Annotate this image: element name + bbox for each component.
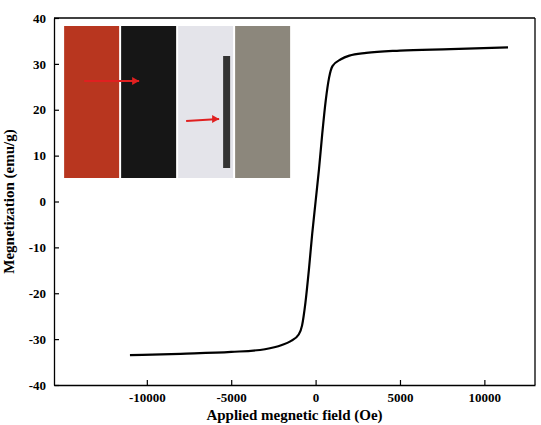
arrow-head <box>212 115 219 123</box>
tick-mark <box>315 380 316 385</box>
vial <box>121 26 176 178</box>
tick-label: 5000 <box>387 390 413 405</box>
tick-label: 40 <box>33 11 46 26</box>
tick-label: -40 <box>29 378 46 393</box>
inset-photo <box>64 26 290 178</box>
tick-label: 20 <box>33 102 46 117</box>
tick-label: -10000 <box>129 390 166 405</box>
tick-label: 10 <box>33 148 46 163</box>
tick-mark <box>54 156 59 157</box>
y-axis-title: Megnetization (emu/g) <box>1 129 18 274</box>
tick: 0 <box>313 380 320 405</box>
magnetic-particles <box>223 56 230 168</box>
tick-label: -20 <box>29 286 46 301</box>
frame-right <box>534 18 535 385</box>
x-axis-title: Applied megnetic field (Oe) <box>206 407 382 424</box>
tick-label: 10000 <box>469 390 502 405</box>
magnetization-curve <box>130 47 508 355</box>
tick: -20 <box>29 286 59 301</box>
tick: 0 <box>40 194 60 209</box>
vial <box>178 26 233 178</box>
tick: 20 <box>33 102 59 117</box>
tick-mark <box>54 385 59 386</box>
vial <box>235 26 290 178</box>
tick-mark <box>54 110 59 111</box>
tick-label: -5000 <box>217 390 247 405</box>
tick-label: 30 <box>33 57 46 72</box>
tick: -40 <box>29 378 59 393</box>
tick-mark <box>54 293 59 294</box>
tick: 10000 <box>469 380 502 405</box>
tick-label: 0 <box>40 194 47 209</box>
tick-label: 0 <box>313 390 320 405</box>
series-group <box>130 47 508 355</box>
tick-mark <box>54 201 59 202</box>
arrow-head <box>132 77 139 85</box>
tick-label: -10 <box>29 240 46 255</box>
vial <box>64 26 119 178</box>
frame-top <box>54 17 535 18</box>
tick: -5000 <box>217 380 247 405</box>
tick: 5000 <box>387 380 413 405</box>
tick: -30 <box>29 332 59 347</box>
tick: -10 <box>29 240 59 255</box>
tick-mark <box>147 380 148 385</box>
chart: -10000 -5000 0 5000 10000 -40 -30 -20 -10 0 10 20 30… <box>0 0 541 425</box>
tick-mark <box>54 339 59 340</box>
plot-area: -10000 -5000 0 5000 10000 -40 -30 -20 -10 0 10 20 30… <box>29 11 536 406</box>
y-axis: -40 -30 -20 -10 0 10 20 30 40 <box>29 11 59 393</box>
arrow <box>84 80 139 82</box>
tick-mark <box>54 64 59 65</box>
axis-line <box>55 385 536 386</box>
tick-label: -30 <box>29 332 46 347</box>
tick-mark <box>484 380 485 385</box>
x-axis: -10000 -5000 0 5000 10000 <box>55 380 536 405</box>
tick: 30 <box>33 57 59 72</box>
tick-mark <box>400 380 401 385</box>
tick: 10 <box>33 148 59 163</box>
tick-mark <box>54 247 59 248</box>
tick: -10000 <box>129 380 166 405</box>
tick-mark <box>231 380 232 385</box>
